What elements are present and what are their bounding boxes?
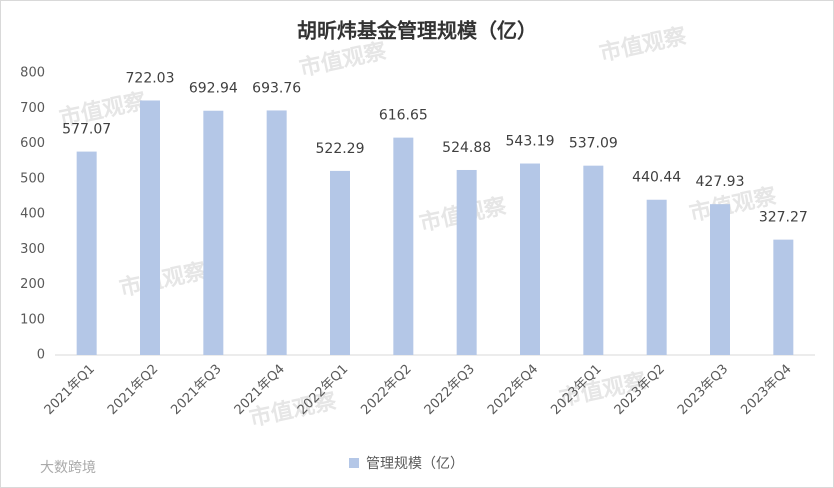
y-tick-label: 0	[37, 348, 45, 363]
legend-label: 管理规模（亿）	[366, 456, 464, 472]
y-tick-label: 700	[20, 101, 45, 116]
y-tick-label: 600	[20, 136, 45, 151]
y-tick-label: 400	[20, 207, 45, 222]
bar	[583, 165, 604, 355]
y-tick-label: 800	[20, 66, 45, 81]
corner-mark: 大数跨境	[40, 460, 96, 476]
value-label: 722.03	[126, 70, 175, 86]
bar	[456, 169, 477, 355]
bar	[646, 199, 667, 355]
value-label: 440.44	[632, 170, 681, 186]
value-label: 616.65	[379, 108, 428, 124]
value-label: 427.93	[696, 174, 745, 190]
bar	[140, 100, 160, 355]
value-label: 577.07	[62, 122, 111, 138]
chart-title: 胡昕炜基金管理规模（亿）	[297, 19, 537, 43]
bar	[266, 110, 287, 355]
bar	[710, 204, 730, 355]
value-label: 543.19	[506, 134, 555, 150]
value-label: 327.27	[759, 210, 808, 226]
legend-swatch	[349, 458, 359, 468]
bar	[393, 137, 414, 355]
y-tick-label: 200	[20, 277, 45, 292]
value-label: 522.29	[316, 141, 365, 157]
value-label: 692.94	[189, 81, 238, 97]
bar	[203, 110, 224, 355]
y-tick-label: 100	[20, 312, 45, 327]
bar	[330, 170, 350, 355]
bar	[773, 239, 794, 355]
value-label: 524.88	[442, 140, 491, 156]
value-label: 693.76	[252, 80, 301, 96]
value-label: 537.09	[569, 136, 618, 152]
bar	[76, 151, 97, 355]
bar	[520, 163, 540, 355]
y-tick-label: 300	[20, 242, 45, 257]
y-tick-label: 500	[20, 171, 45, 186]
